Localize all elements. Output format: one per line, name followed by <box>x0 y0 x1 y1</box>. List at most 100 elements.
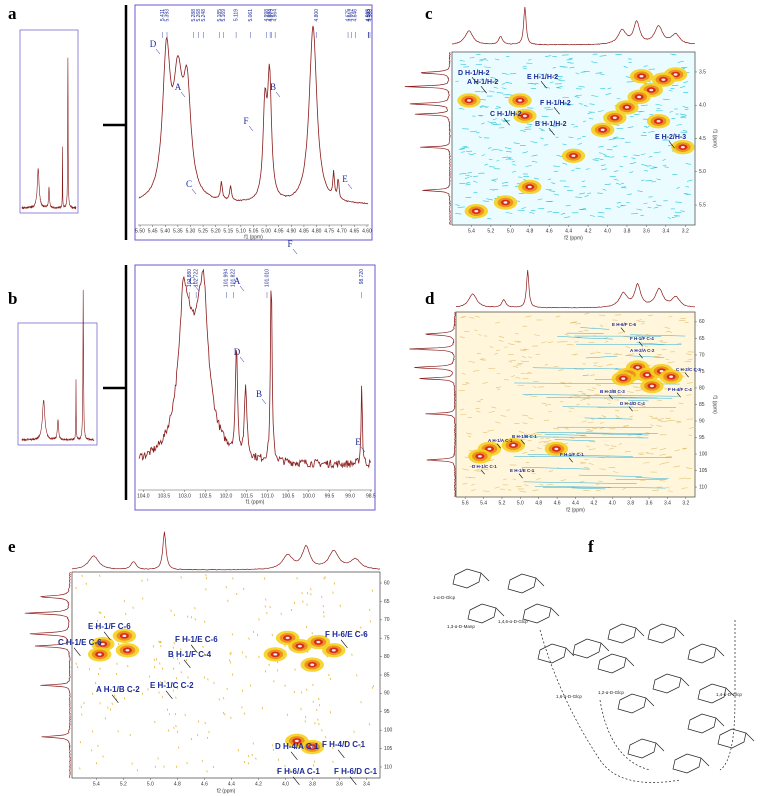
x-tick-label: 100.5 <box>282 493 295 499</box>
bond <box>655 742 665 752</box>
noise-contour <box>525 315 532 318</box>
noise-contour <box>679 113 687 116</box>
cross-peak-annotation: E H-1/E C-1 <box>510 468 535 473</box>
x-axis-label: f2 (ppm) <box>566 507 585 513</box>
sugar-ring <box>717 728 747 749</box>
noise-contour <box>241 689 244 692</box>
noise-contour <box>363 631 365 634</box>
cross-peak <box>522 114 527 118</box>
noise-contour <box>599 324 604 327</box>
noise-contour <box>475 63 482 66</box>
y-tick-label: 5.0 <box>699 169 706 175</box>
x-tick-label: 4.4 <box>565 228 572 234</box>
noise-contour <box>567 62 572 64</box>
cross-peak-annotation: D H-4/D C-4 <box>620 401 645 406</box>
noise-contour <box>522 151 529 154</box>
x-tick-label: 4.95 <box>274 228 284 234</box>
noise-contour <box>498 336 505 338</box>
noise-contour <box>587 389 595 391</box>
noise-contour <box>579 480 585 483</box>
noise-contour <box>475 410 481 413</box>
noise-contour <box>645 180 653 182</box>
y-tick-label: 100 <box>384 728 393 734</box>
bond <box>715 717 725 727</box>
noise-contour <box>663 139 671 141</box>
peak-label: 5.061 <box>248 9 254 22</box>
x-tick-label: 102.5 <box>199 493 212 499</box>
noise-contour <box>564 333 569 336</box>
x-tick-label: 5.00 <box>261 228 271 234</box>
y-tick-label: 110 <box>699 484 707 490</box>
noise-contour <box>662 158 666 161</box>
noise-contour <box>623 336 631 338</box>
x-axis-label: f1 (ppm) <box>246 499 265 505</box>
annotation-leader <box>684 372 689 378</box>
noise-contour <box>293 601 296 605</box>
noise-contour <box>597 457 605 459</box>
noise-contour <box>213 681 215 685</box>
noise-contour <box>652 489 659 492</box>
peak-label: 4.595 <box>366 9 372 22</box>
y-tick-label: 3.5 <box>699 69 706 75</box>
noise-contour <box>591 61 598 64</box>
noise-contour <box>356 674 358 677</box>
bond <box>715 647 725 657</box>
noise-contour <box>578 85 585 88</box>
noise-contour <box>547 210 552 213</box>
noise-contour <box>576 403 580 406</box>
annotation-leader <box>496 443 501 449</box>
noise-contour <box>681 487 688 489</box>
noise-contour <box>284 684 286 687</box>
noise-contour <box>636 319 642 322</box>
noise-contour <box>568 407 575 409</box>
noise-contour <box>503 94 510 96</box>
noise-contour <box>300 708 302 711</box>
peak-label: 4.984 <box>267 9 273 22</box>
y-tick-label: 90 <box>699 418 705 424</box>
noise-contour <box>521 207 526 209</box>
x-tick-label: 5.0 <box>517 500 524 506</box>
noise-contour <box>474 315 481 318</box>
noise-contour <box>686 394 692 396</box>
noise-contour <box>161 667 164 670</box>
x-tick-label: 99.0 <box>345 493 355 499</box>
noise-contour <box>469 130 477 133</box>
noise-contour <box>229 652 231 656</box>
noise-contour <box>678 402 684 404</box>
x-axis-label: f1 (ppm) <box>244 234 263 240</box>
x-tick-label: 4.2 <box>585 228 592 234</box>
sugar-ring <box>522 603 552 624</box>
noise-contour <box>676 187 680 189</box>
annotation-leader <box>194 285 200 292</box>
noise-contour <box>243 712 246 715</box>
noise-contour <box>481 154 486 157</box>
y-tick-label: 85 <box>384 672 390 678</box>
bond <box>645 697 655 707</box>
noise-contour <box>174 713 177 716</box>
noise-contour <box>627 126 634 129</box>
y-tick-label: 105 <box>384 746 393 752</box>
noise-contour <box>491 406 497 409</box>
noise-contour <box>589 103 595 105</box>
noise-contour <box>97 744 99 747</box>
peak-label: 4.998 <box>264 9 270 22</box>
sugar-ring <box>467 603 497 624</box>
noise-contour <box>668 315 673 318</box>
peak-annotation: F <box>243 116 248 126</box>
x-tick-label: 4.0 <box>609 500 616 506</box>
noise-contour <box>597 215 605 218</box>
noise-contour <box>627 391 634 393</box>
x-tick-label: 103.0 <box>178 493 191 499</box>
contours <box>75 574 375 773</box>
cross-peak <box>649 88 654 92</box>
y-tick-label: 70 <box>699 352 705 358</box>
noise-contour <box>167 729 170 732</box>
noise-contour <box>637 190 643 192</box>
noise-contour <box>111 702 113 705</box>
noise-contour <box>531 82 537 85</box>
cross-peak <box>467 99 471 102</box>
noise-contour <box>482 200 489 202</box>
noise-contour <box>608 402 612 404</box>
noise-contour <box>351 653 353 656</box>
noise-contour <box>641 104 648 106</box>
